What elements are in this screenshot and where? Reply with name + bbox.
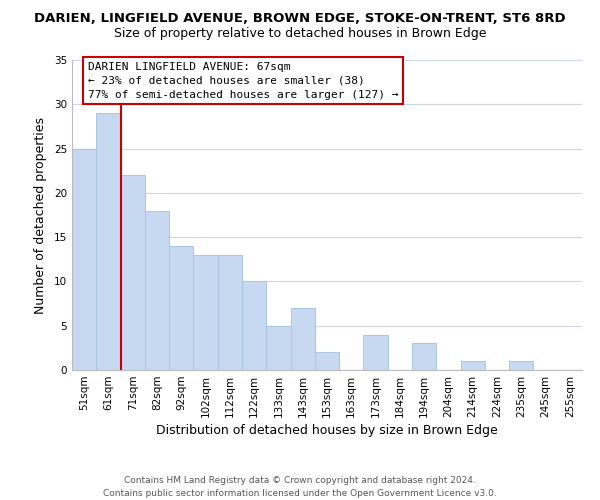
Bar [218, 255, 242, 370]
Bar [121, 175, 145, 370]
Bar [461, 361, 485, 370]
Bar [145, 210, 169, 370]
Bar [96, 113, 121, 370]
Bar [266, 326, 290, 370]
Text: DARIEN LINGFIELD AVENUE: 67sqm
← 23% of detached houses are smaller (38)
77% of : DARIEN LINGFIELD AVENUE: 67sqm ← 23% of … [88, 62, 398, 100]
Bar [509, 361, 533, 370]
Bar [193, 255, 218, 370]
Bar [72, 148, 96, 370]
Text: Contains public sector information licensed under the Open Government Licence v3: Contains public sector information licen… [103, 489, 497, 498]
Text: Size of property relative to detached houses in Brown Edge: Size of property relative to detached ho… [114, 28, 486, 40]
Bar [412, 344, 436, 370]
Text: DARIEN, LINGFIELD AVENUE, BROWN EDGE, STOKE-ON-TRENT, ST6 8RD: DARIEN, LINGFIELD AVENUE, BROWN EDGE, ST… [34, 12, 566, 26]
Text: Contains HM Land Registry data © Crown copyright and database right 2024.: Contains HM Land Registry data © Crown c… [124, 476, 476, 485]
Bar [364, 334, 388, 370]
Bar [242, 282, 266, 370]
Bar [290, 308, 315, 370]
X-axis label: Distribution of detached houses by size in Brown Edge: Distribution of detached houses by size … [156, 424, 498, 437]
Bar [169, 246, 193, 370]
Bar [315, 352, 339, 370]
Y-axis label: Number of detached properties: Number of detached properties [34, 116, 47, 314]
